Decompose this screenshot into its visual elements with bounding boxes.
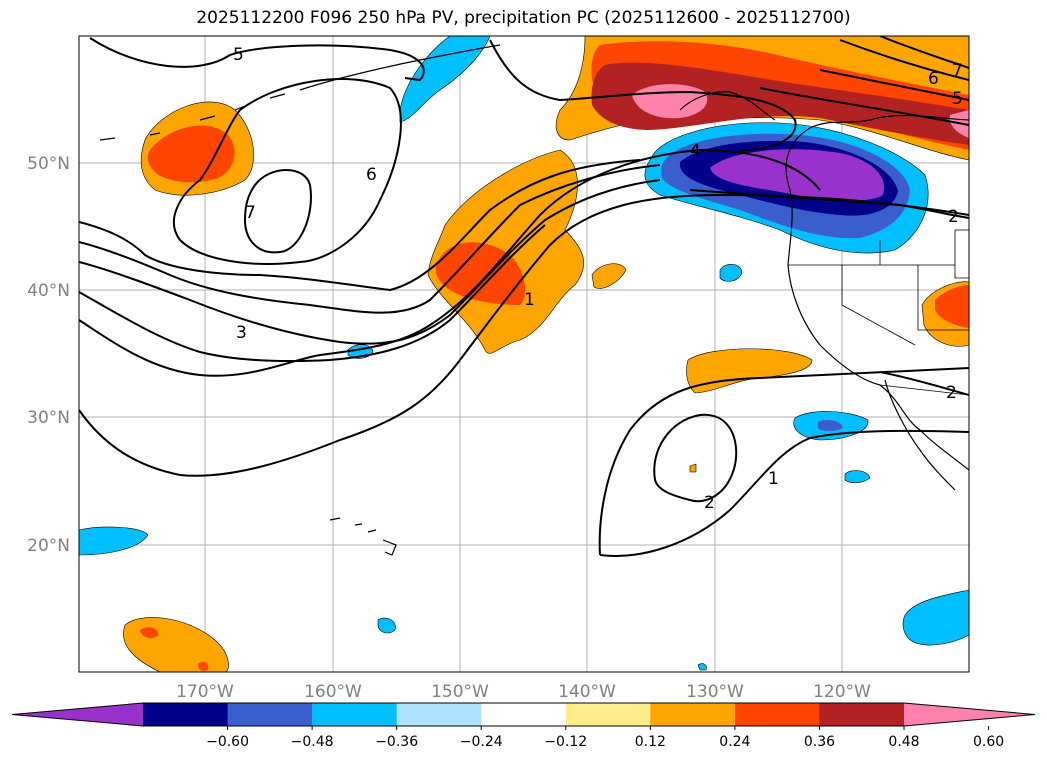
pv-contour-2-north <box>689 189 969 219</box>
contour-label: 5 <box>952 89 963 109</box>
precip-area-small-blue-1 <box>719 263 743 282</box>
contour-label: 7 <box>245 203 256 223</box>
lon-label: 160°W <box>304 682 362 702</box>
contour-label: 3 <box>236 323 247 343</box>
contour-label: 1 <box>768 469 779 489</box>
coastline-alaska-peninsula <box>299 44 501 91</box>
lat-label: 50°N <box>27 154 70 174</box>
lon-label: 120°W <box>813 682 871 702</box>
state-borders <box>788 229 969 396</box>
pv-contour-band-3 <box>79 179 661 345</box>
colorbar-tick-label: 0.36 <box>804 734 835 750</box>
hawaii-islands <box>329 517 397 556</box>
pv-contour-labels: 5 6 7 3 1 2 1 2 4 5 6 7 2 <box>233 45 963 513</box>
colorbar-tick-label: 0.24 <box>719 734 750 750</box>
colorbar-extend-min <box>12 703 143 726</box>
colorbar-segment <box>227 703 313 726</box>
precip-area-southwest-core-2 <box>198 662 209 671</box>
precip-positive-anomalies <box>123 36 969 672</box>
precip-area-alaska <box>399 36 491 123</box>
aleutian-islands <box>99 93 286 141</box>
pv-contour-band-5 <box>79 224 546 363</box>
precip-area-southeast <box>902 589 969 646</box>
pv-contour-gulf-4 <box>759 87 969 126</box>
contour-label: 1 <box>524 290 535 310</box>
precip-area-baja-core <box>818 420 843 431</box>
contour-label: 2 <box>946 383 957 403</box>
precip-area-small-1 <box>591 263 627 289</box>
colorbar-segment <box>650 703 736 726</box>
longitude-labels: 170°W 160°W 150°W 140°W 130°W 120°W <box>176 682 871 702</box>
precip-area-california-core <box>935 285 969 328</box>
map-frame <box>78 35 970 673</box>
map-title: 2025112200 F096 250 hPa PV, precipitatio… <box>196 8 851 28</box>
contour-label: 2 <box>948 207 959 227</box>
pv-contour-3 <box>79 148 821 377</box>
colorbar-tick-label: −0.24 <box>460 734 503 750</box>
lon-label: 140°W <box>558 682 616 702</box>
pv-contour-7 <box>243 169 312 254</box>
precip-area-west-pacific-core <box>147 125 235 183</box>
pv-contour-alaska-loop <box>489 39 797 151</box>
colorbar-segment <box>312 703 398 726</box>
colorbar-tick-label: −0.12 <box>544 734 587 750</box>
lon-label: 130°W <box>686 682 744 702</box>
precip-area-west-edge <box>79 526 149 556</box>
coastline-baja <box>884 379 956 491</box>
contour-label: 7 <box>952 61 963 81</box>
pv-contour-band-1 <box>79 159 641 292</box>
precip-negative-anomalies <box>79 36 969 671</box>
colorbar-segment <box>481 703 567 726</box>
colorbar-segment <box>819 703 905 726</box>
precip-area-pacific-northwest-core <box>710 149 885 201</box>
pv-contour-south-2 <box>879 371 969 396</box>
colorbar-extend-max <box>904 703 1035 726</box>
pv-contour-gulf-7 <box>879 36 969 69</box>
contour-label: 5 <box>233 45 244 65</box>
coastlines <box>99 44 969 556</box>
pv-contours <box>79 36 969 557</box>
colorbar-tick-label: −0.48 <box>291 734 334 750</box>
colorbar-segment <box>734 703 820 726</box>
pv-contour-5 <box>89 37 425 82</box>
pv-contour-1-south <box>599 429 969 557</box>
coastline-bc <box>679 91 776 121</box>
pv-contour-2-south <box>653 413 738 503</box>
pv-contour-1 <box>598 367 969 556</box>
lat-label: 20°N <box>27 536 70 556</box>
colorbar-outline <box>11 702 1036 727</box>
pv-contour-band-2 <box>79 164 661 314</box>
colorbar: −0.60 −0.48 −0.36 −0.24 −0.12 0.12 0.24 0.36 0.4… <box>11 702 1036 750</box>
precip-area-southwest-core <box>140 627 159 638</box>
lon-label: 150°W <box>431 682 489 702</box>
lon-label: 170°W <box>176 682 234 702</box>
contour-label: 2 <box>704 493 715 513</box>
contour-label: 4 <box>690 141 701 161</box>
precip-area-small-blue-4 <box>377 617 396 634</box>
contour-label: 6 <box>928 69 939 89</box>
colorbar-tick-label: 0.12 <box>635 734 666 750</box>
colorbar-tick-label: −0.60 <box>206 734 249 750</box>
colorbar-segment <box>565 703 651 726</box>
colorbar-tick-label: 0.60 <box>973 734 1004 750</box>
colorbar-segment <box>143 703 229 726</box>
colorbar-segment <box>396 703 482 726</box>
precip-area-tiny <box>689 463 697 473</box>
latitude-labels: 50°N 40°N 30°N 20°N <box>27 154 70 556</box>
pv-contour-gulf-6 <box>839 39 969 81</box>
pv-contour-gulf-5 <box>819 69 969 101</box>
colorbar-tick-label: 0.48 <box>888 734 919 750</box>
contour-label: 6 <box>366 165 377 185</box>
precip-area-small-blue-5 <box>697 663 707 671</box>
colorbar-tick-label: −0.36 <box>375 734 418 750</box>
precip-area-small-blue-3 <box>844 470 871 484</box>
lat-label: 40°N <box>27 281 70 301</box>
pv-contour-6 <box>173 78 402 265</box>
pv-contour-band-4 <box>79 193 969 477</box>
coastline-north-america <box>785 114 969 471</box>
lat-label: 30°N <box>27 408 70 428</box>
precip-area-gulf-of-alaska-dark <box>591 62 969 145</box>
